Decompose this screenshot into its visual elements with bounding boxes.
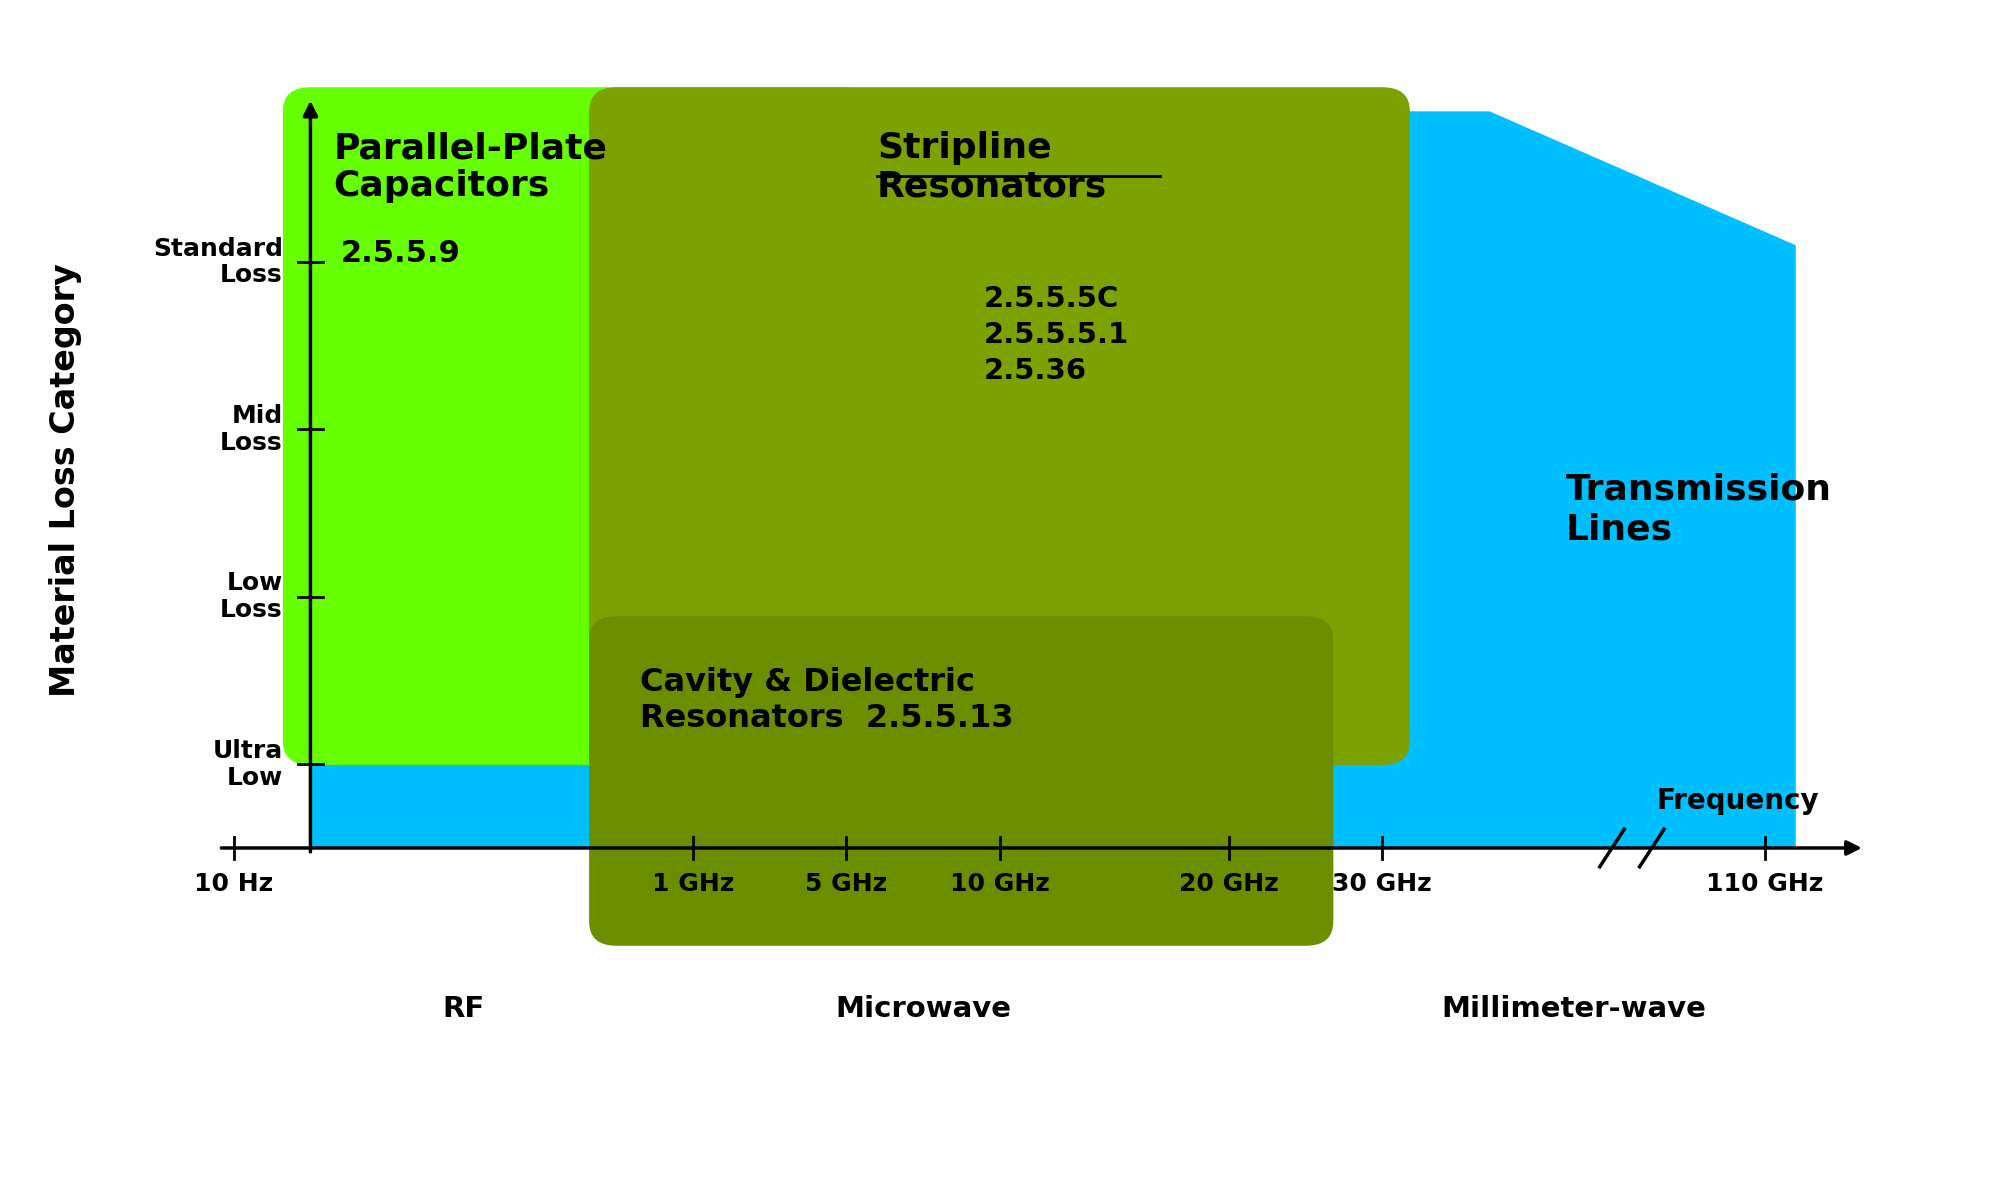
Text: Millimeter-wave: Millimeter-wave: [1441, 996, 1706, 1023]
Text: 2.5.5.9: 2.5.5.9: [342, 239, 462, 267]
FancyBboxPatch shape: [589, 87, 1409, 764]
Text: 1 GHz: 1 GHz: [651, 872, 733, 896]
Text: 2.5.5.5C
2.5.5.5.1
2.5.36: 2.5.5.5C 2.5.5.5.1 2.5.36: [983, 285, 1129, 385]
Text: RF: RF: [442, 996, 484, 1023]
Text: 30 GHz: 30 GHz: [1333, 872, 1431, 896]
Text: Low
Loss: Low Loss: [220, 571, 284, 622]
Text: Microwave: Microwave: [835, 996, 1011, 1023]
Polygon shape: [310, 112, 1794, 848]
Text: Mid
Loss: Mid Loss: [220, 404, 284, 455]
Text: Material Loss Category: Material Loss Category: [48, 262, 82, 697]
Text: Stripline
Resonators: Stripline Resonators: [877, 132, 1107, 203]
Text: Cavity & Dielectric
Resonators  2.5.5.13: Cavity & Dielectric Resonators 2.5.5.13: [639, 667, 1013, 734]
Text: Frequency: Frequency: [1654, 787, 1818, 814]
Text: 5 GHz: 5 GHz: [805, 872, 887, 896]
Text: Parallel-Plate
Capacitors: Parallel-Plate Capacitors: [334, 132, 607, 203]
FancyBboxPatch shape: [589, 616, 1333, 946]
Text: 20 GHz: 20 GHz: [1179, 872, 1279, 896]
FancyBboxPatch shape: [284, 87, 873, 764]
Text: Ultra
Low: Ultra Low: [212, 738, 284, 789]
Text: 10 GHz: 10 GHz: [949, 872, 1049, 896]
Text: Standard
Loss: Standard Loss: [152, 236, 284, 287]
Text: 10 Hz: 10 Hz: [194, 872, 274, 896]
Text: 110 GHz: 110 GHz: [1706, 872, 1822, 896]
Text: Transmission
Lines: Transmission Lines: [1564, 472, 1830, 546]
